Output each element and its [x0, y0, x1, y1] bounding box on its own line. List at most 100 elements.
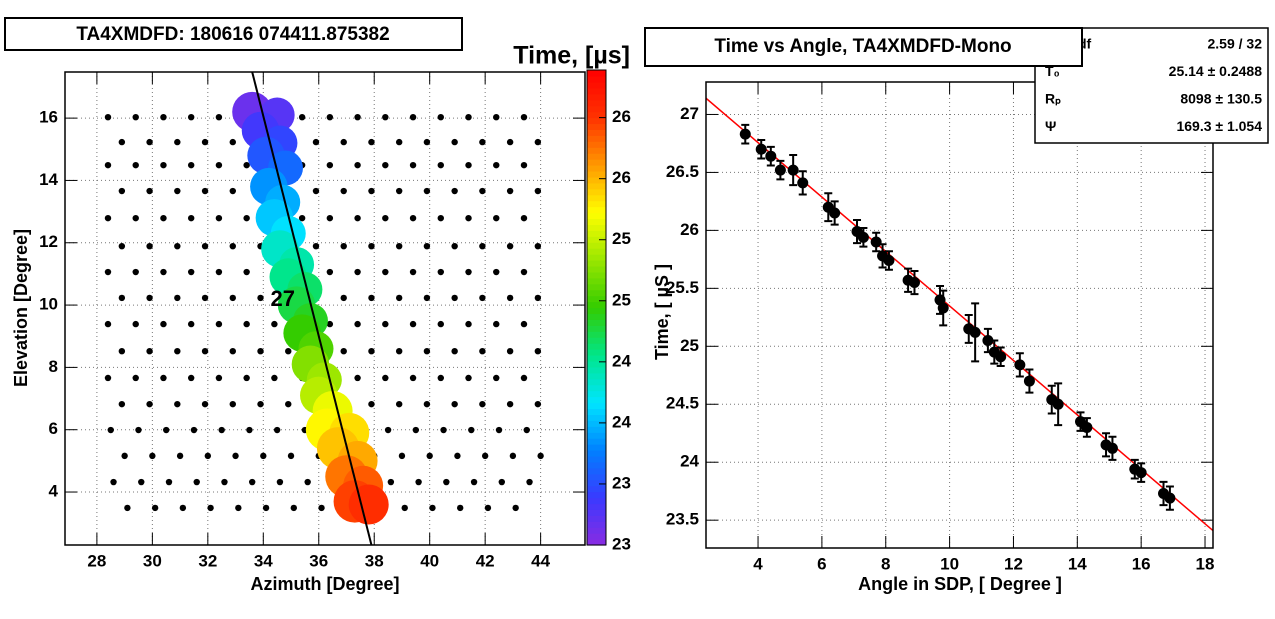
colorbar-strip	[587, 319, 606, 326]
pmt-dot	[326, 214, 334, 222]
pmt-dot	[104, 374, 112, 382]
pmt-dot	[118, 187, 126, 195]
colorbar-strip	[587, 390, 606, 398]
stat-label: Rₚ	[1045, 91, 1061, 107]
colorbar-strip	[587, 265, 606, 273]
pmt-dot	[187, 113, 195, 121]
x-tick-label: 28	[87, 551, 106, 570]
point	[1106, 442, 1118, 454]
y-tick-label: 16	[39, 108, 58, 127]
pmt-dot	[340, 294, 347, 302]
pmt-dot	[520, 161, 528, 169]
pmt-dot	[451, 187, 458, 195]
pmt-dot	[132, 214, 139, 222]
point	[908, 277, 920, 289]
pmt-dot	[187, 161, 195, 169]
y-tick-label: 26.5	[666, 162, 699, 181]
point	[883, 255, 895, 267]
pmt-dot	[174, 400, 181, 408]
pmt-dot	[493, 214, 500, 222]
colorbar-tick-label: 23	[612, 534, 631, 553]
pmt-dot	[243, 161, 250, 169]
colorbar-strip	[587, 87, 606, 95]
pmt-dot	[257, 294, 264, 302]
pmt-dot	[146, 138, 153, 146]
point	[937, 302, 949, 314]
colorbar-strip	[587, 135, 606, 142]
colorbar-strip	[587, 99, 606, 107]
colorbar-strip	[587, 343, 606, 350]
colorbar-strip	[587, 432, 606, 439]
colorbar-strip	[587, 503, 606, 510]
pmt-dot	[232, 452, 239, 460]
pmt-dot	[326, 320, 334, 328]
colorbar-strip	[587, 301, 606, 309]
pmt-dot	[395, 347, 403, 355]
pmt-dot	[493, 161, 500, 169]
colorbar-strip	[587, 509, 606, 516]
pmt-dot	[146, 294, 153, 302]
stat-value: 169.3 ± 1.054	[1176, 118, 1262, 134]
pmt-dot	[176, 452, 184, 460]
point	[969, 326, 981, 338]
pmt-dot	[132, 268, 139, 276]
pmt-dot	[257, 400, 264, 408]
colorbar-strip	[587, 188, 606, 196]
pmt-dot	[207, 504, 214, 512]
pmt-dot	[243, 214, 250, 222]
x-tick-label: 44	[531, 551, 550, 570]
pmt-dot	[387, 478, 395, 486]
point	[739, 128, 751, 140]
colorbar-strip	[587, 141, 606, 148]
pmt-dot	[257, 347, 264, 355]
pmt-dot	[146, 347, 153, 355]
pmt-dot	[512, 504, 519, 512]
point	[1135, 467, 1147, 479]
pmt-dot	[354, 161, 361, 169]
pmt-dot	[276, 478, 284, 486]
point	[1023, 375, 1035, 387]
colorbar-strip	[587, 355, 606, 362]
colorbar-strip	[587, 372, 606, 380]
pmt-dot	[193, 478, 200, 486]
pmt-dot	[382, 320, 389, 328]
colorbar-tick-label: 24	[612, 412, 631, 431]
pmt-dot	[229, 347, 236, 355]
colorbar-strip	[587, 230, 606, 237]
colorbar-strip	[587, 491, 606, 499]
pmt-dot	[340, 187, 347, 195]
x-tick-label: 38	[365, 551, 384, 570]
pmt-dot	[249, 478, 256, 486]
colorbar-strip	[587, 289, 606, 297]
colorbar-strip	[587, 479, 606, 487]
pmt-dot	[312, 242, 320, 250]
pmt-dot	[318, 504, 325, 512]
pmt-dot	[146, 400, 153, 408]
y-tick-label: 23.5	[666, 510, 699, 529]
pmt-dot	[174, 138, 181, 146]
pmt-dot	[395, 138, 403, 146]
colorbar-strip	[587, 349, 606, 356]
pmt-dot	[423, 347, 431, 355]
plots: 28 30 32 34 36 38 40 42 444681012141627232324242…	[39, 69, 1214, 573]
x-tick-label: 4	[753, 554, 763, 573]
pmt-dot	[451, 242, 458, 250]
pmt-dot	[312, 138, 320, 146]
pmt-dot	[215, 268, 223, 276]
labels: TA4XMDFD: 180616 074411.875382 Azimuth […	[4, 17, 1269, 594]
colorbar-strip	[587, 307, 606, 315]
pmt-dot	[151, 504, 159, 512]
colorbar-strip	[587, 497, 606, 505]
colorbar-strip	[587, 331, 606, 338]
pmt-dot	[382, 113, 389, 121]
pmt-dot	[160, 268, 167, 276]
chart-title: Time vs Angle, TA4XMDFD-Mono	[714, 36, 1011, 57]
colorbar-strip	[587, 70, 606, 77]
point	[995, 351, 1007, 363]
colorbar-strip	[587, 295, 606, 303]
plot-frame	[705, 81, 1214, 549]
pmt-dot	[243, 268, 250, 276]
pmt-dot	[110, 478, 117, 486]
colorbar-tick-label: 23	[612, 473, 631, 492]
